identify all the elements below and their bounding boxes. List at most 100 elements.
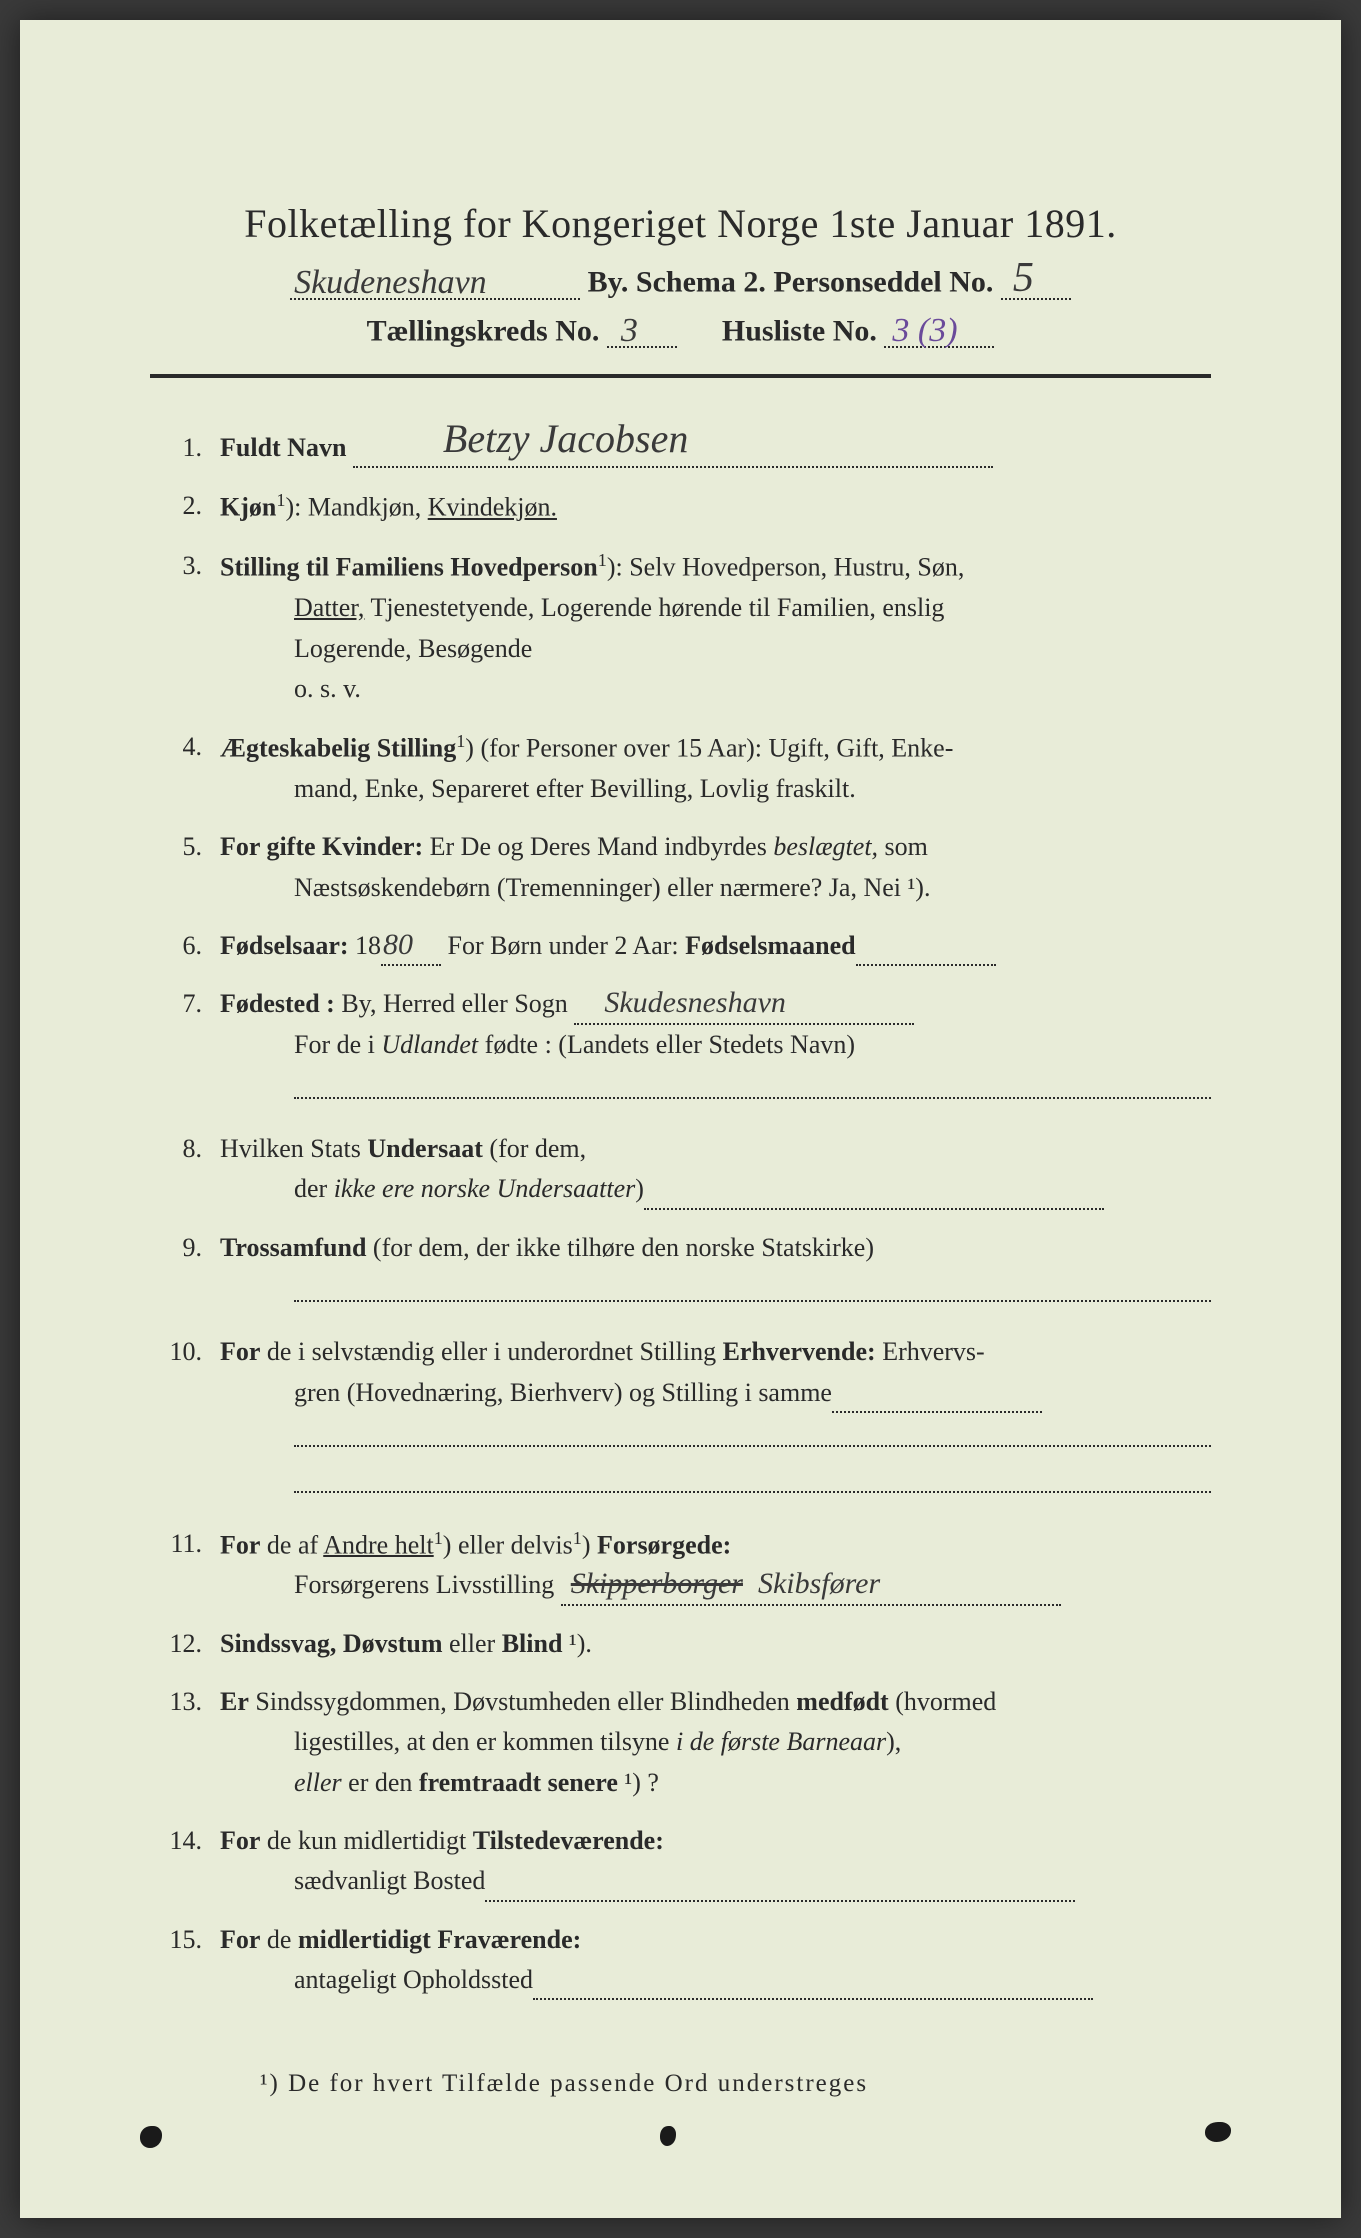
r13-c2b: er den	[342, 1768, 419, 1797]
aegteskab-label: Ægteskabelig Stilling	[220, 734, 456, 763]
row-12: 12. Sindssvag, Døvstum eller Blind ¹).	[162, 1624, 1211, 1664]
kjon-text: ): Mandkjøn,	[285, 493, 427, 522]
r15-b: de	[260, 1925, 298, 1954]
personseddel-no: 5	[1013, 254, 1034, 302]
footnote: ¹) De for hvert Tilfælde passende Ord un…	[150, 2070, 1211, 2098]
stilling-text: ): Selv Hovedperson, Hustru, Søn,	[607, 553, 964, 582]
fodested-label: Fødested :	[220, 989, 335, 1018]
r13-c1a: ligestilles, at den er kommen tilsyne	[294, 1727, 676, 1756]
er: Er	[220, 1687, 249, 1716]
forsorg-d: ) eller delvis	[443, 1530, 573, 1559]
row-num: 8.	[162, 1129, 220, 1210]
forsorg-for: For	[220, 1530, 260, 1559]
aegteskab-text: ) (for Personer over 15 Aar): Ugift, Gif…	[465, 734, 953, 763]
erhvervende: Erhvervende:	[723, 1337, 876, 1366]
row-num: 7.	[162, 984, 220, 1111]
undersaat-c: (for dem,	[483, 1134, 586, 1163]
row-6: 6. Fødselsaar: 1880 For Børn under 2 Aar…	[162, 926, 1211, 966]
fravaerende: midlertidigt Fraværende:	[298, 1925, 581, 1954]
kreds-label: Tællingskreds No.	[367, 314, 600, 347]
gifte-som: som	[878, 832, 928, 861]
row-num: 1.	[162, 428, 220, 468]
header-line-2: Skudeneshavn By. Schema 2. Personseddel …	[150, 265, 1211, 300]
footnote-ref: 1	[598, 550, 607, 570]
r13-b: Sindssygdommen, Døvstumheden eller Blind…	[249, 1687, 796, 1716]
livsstilling-label: Forsørgerens Livsstilling	[294, 1570, 554, 1599]
gifte-cont: Næstsøskendebørn (Tremenninger) eller næ…	[220, 868, 1211, 908]
datter-underlined: Datter,	[294, 593, 364, 622]
erhverv-d: Erhvervs-	[876, 1337, 985, 1366]
tilstedevaerende: Tilstedeværende:	[473, 1826, 664, 1855]
r13-c2d: ¹) ?	[618, 1768, 659, 1797]
row-num: 13.	[162, 1682, 220, 1803]
row-13: 13. Er Sindssygdommen, Døvstumheden elle…	[162, 1682, 1211, 1803]
row-num: 15.	[162, 1920, 220, 2001]
dotted-line	[294, 1421, 1211, 1447]
form-title: Folketælling for Kongeriget Norge 1ste J…	[150, 200, 1211, 247]
stilling-cont2: Logerende, Besøgende	[220, 629, 1211, 669]
footnote-ref: 1	[456, 731, 465, 751]
footnote-ref: 1	[573, 1528, 582, 1548]
name-handwritten: Betzy Jacobsen	[443, 408, 688, 470]
row-2: 2. Kjøn1): Mandkjøn, Kvindekjøn.	[162, 486, 1211, 528]
eller: eller	[443, 1629, 502, 1658]
ink-blot	[1205, 2122, 1231, 2142]
fodselsaar-text: For Børn under 2 Aar:	[441, 931, 685, 960]
andre-helt: Andre helt	[323, 1530, 433, 1559]
place-hand: Skudesneshavn	[604, 980, 786, 1027]
forsorgede: Forsørgede:	[597, 1530, 731, 1559]
udlandet-a: For de i	[294, 1030, 381, 1059]
forsorg-b: de af	[260, 1530, 323, 1559]
row-3: 3. Stilling til Familiens Hovedperson1):…	[162, 546, 1211, 709]
undersaat-a: Hvilken Stats	[220, 1134, 367, 1163]
stilling-cont1: Tjenestetyende, Logerende hørende til Fa…	[364, 593, 944, 622]
trossamfund-text: (for dem, der ikke tilhøre den norske St…	[366, 1233, 874, 1262]
erhverv-for: For	[220, 1337, 260, 1366]
dotted-line	[294, 1467, 1211, 1493]
row-num: 11.	[162, 1524, 220, 1606]
trossamfund-label: Trossamfund	[220, 1233, 366, 1262]
kjon-label: Kjøn	[220, 493, 276, 522]
r14-for: For	[220, 1826, 260, 1855]
husliste-label: Husliste No.	[722, 314, 877, 347]
undersaat-cont-a: der	[294, 1174, 334, 1203]
row-num: 12.	[162, 1624, 220, 1664]
kvindekjon: Kvindekjøn.	[428, 493, 557, 522]
r13-c1c: ),	[886, 1727, 901, 1756]
row-num: 10.	[162, 1332, 220, 1505]
row-4: 4. Ægteskabelig Stilling1) (for Personer…	[162, 727, 1211, 809]
r14-b: de kun midlertidigt	[260, 1826, 472, 1855]
erhverv-cont: gren (Hovednæring, Bierhverv) og Stillin…	[294, 1378, 832, 1407]
row-num: 5.	[162, 827, 220, 908]
census-form-page: Folketælling for Kongeriget Norge 1ste J…	[20, 20, 1341, 2218]
fuldt-navn-label: Fuldt Navn	[220, 433, 346, 462]
row-7: 7. Fødested : By, Herred eller Sogn Skud…	[162, 984, 1211, 1111]
header-line-3: Tællingskreds No. 3 Husliste No. 3 (3)	[150, 314, 1211, 349]
blind-sup: ¹).	[562, 1629, 591, 1658]
row-num: 6.	[162, 926, 220, 966]
row-num: 3.	[162, 546, 220, 709]
row-num: 14.	[162, 1821, 220, 1902]
header-rule	[150, 374, 1211, 378]
bosted: sædvanligt Bosted	[294, 1866, 485, 1895]
row-8: 8. Hvilken Stats Undersaat (for dem, der…	[162, 1129, 1211, 1210]
year-18: 18	[349, 931, 382, 960]
eller-i: eller	[294, 1768, 342, 1797]
fremtraadt: fremtraadt senere	[419, 1768, 618, 1797]
row-num: 9.	[162, 1228, 220, 1315]
header-sub-printed: By. Schema 2. Personseddel No.	[588, 266, 994, 299]
opholdssted: antageligt Opholdssted	[294, 1965, 533, 1994]
dotted-line	[294, 1276, 1211, 1302]
row-num: 2.	[162, 486, 220, 528]
year-hand: 80	[383, 922, 413, 969]
kreds-no: 3	[621, 312, 638, 350]
gifte-label: For gifte Kvinder:	[220, 832, 423, 861]
row-9: 9. Trossamfund (for dem, der ikke tilhør…	[162, 1228, 1211, 1315]
fodselsmaaned: Fødselsmaaned	[685, 931, 855, 960]
stilling-label: Stilling til Familiens Hovedperson	[220, 553, 598, 582]
row-15: 15. For de midlertidigt Fraværende: anta…	[162, 1920, 1211, 2001]
undersaat-b: Undersaat	[367, 1134, 483, 1163]
blind: Blind	[502, 1629, 563, 1658]
form-body: 1. Fuldt Navn Betzy Jacobsen 2. Kjøn1): …	[150, 428, 1211, 2000]
barneaar: i de første Barneaar	[676, 1727, 886, 1756]
